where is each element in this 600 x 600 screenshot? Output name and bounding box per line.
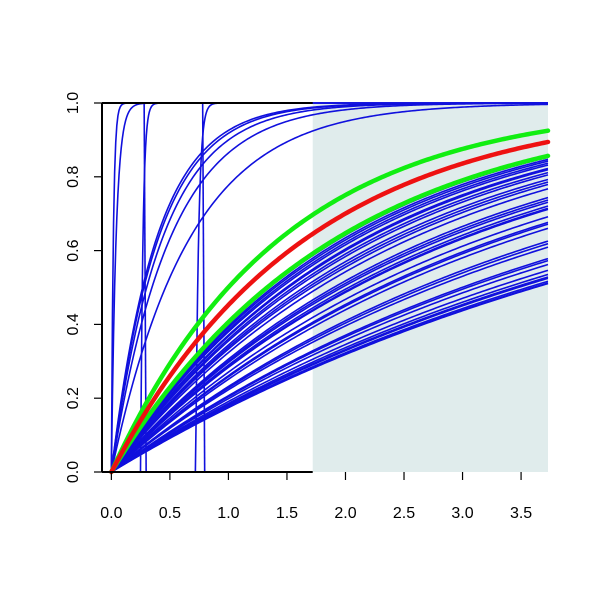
y-tick-label-2: 0.4 (65, 313, 82, 335)
blue-slow-cdf-line-15 (110, 221, 549, 473)
blue-slow-cdf-line-20 (110, 201, 549, 473)
blue-slow-cdf-line-25 (110, 181, 549, 473)
y-tick-label-1: 0.2 (65, 387, 82, 409)
blue-slow-cdf-line-33 (110, 160, 549, 473)
blue-slow-cdf-line-7 (110, 263, 549, 473)
blue-slow-cdf-line-10 (110, 246, 549, 473)
blue-slow-cdf-line-31 (110, 164, 549, 473)
blue-slow-cdf-line-19 (110, 205, 549, 473)
curve-layer (109, 102, 551, 475)
blue-step-drop-line-1 (201, 102, 206, 473)
blue-slow-cdf-line-22 (110, 196, 549, 473)
x-tick-label-5: 2.5 (393, 505, 415, 522)
blue-slow-cdf-line-26 (110, 178, 549, 473)
blue-slow-cdf-line-21 (110, 199, 549, 473)
blue-slow-cdf-line-28 (110, 171, 549, 473)
green-cdf-line-1 (109, 153, 551, 475)
y-tick-label-4: 0.8 (65, 166, 82, 188)
blue-slow-cdf-line-23 (110, 188, 549, 473)
blue-slow-cdf-line-11 (110, 242, 549, 473)
blue-slow-cdf-line-13 (110, 227, 549, 473)
x-tick-label-2: 1.0 (217, 505, 239, 522)
blue-slow-cdf-line-5 (110, 273, 549, 473)
blue-slow-cdf-line-16 (110, 215, 549, 473)
blue-slow-cdf-line-18 (110, 207, 549, 473)
red-cdf-line (109, 139, 551, 475)
y-tick-label-5: 1.0 (65, 92, 82, 114)
blue-fast-cdf-line-0 (110, 103, 549, 473)
x-tick-label-4: 2.0 (334, 505, 356, 522)
y-tick-label-0: 0.0 (65, 461, 82, 483)
blue-slow-cdf-line-6 (110, 269, 549, 473)
blue-slow-cdf-line-9 (110, 257, 549, 473)
y-tick-label-3: 0.6 (65, 239, 82, 261)
blue-slow-cdf-line-12 (110, 240, 549, 473)
x-tick-label-7: 3.5 (510, 505, 532, 522)
blue-slow-cdf-line-2 (110, 280, 549, 473)
blue-slow-cdf-line-30 (110, 167, 549, 473)
blue-slow-cdf-line-27 (110, 174, 549, 473)
blue-slow-cdf-line-24 (110, 183, 549, 473)
blue-slow-cdf-line-32 (110, 162, 549, 473)
x-tick-label-0: 0.0 (100, 505, 122, 522)
axes-layer: 0.0 0.2 0.4 0.6 0.8 1.0 0.0 0.5 1.0 1.5 2.0 2.5 3.0 3… (65, 92, 532, 522)
green-cdf-line-0 (109, 128, 551, 475)
x-tick-label-1: 0.5 (159, 505, 181, 522)
x-tick-label-3: 1.5 (276, 505, 298, 522)
x-tick-label-6: 3.0 (451, 505, 473, 522)
